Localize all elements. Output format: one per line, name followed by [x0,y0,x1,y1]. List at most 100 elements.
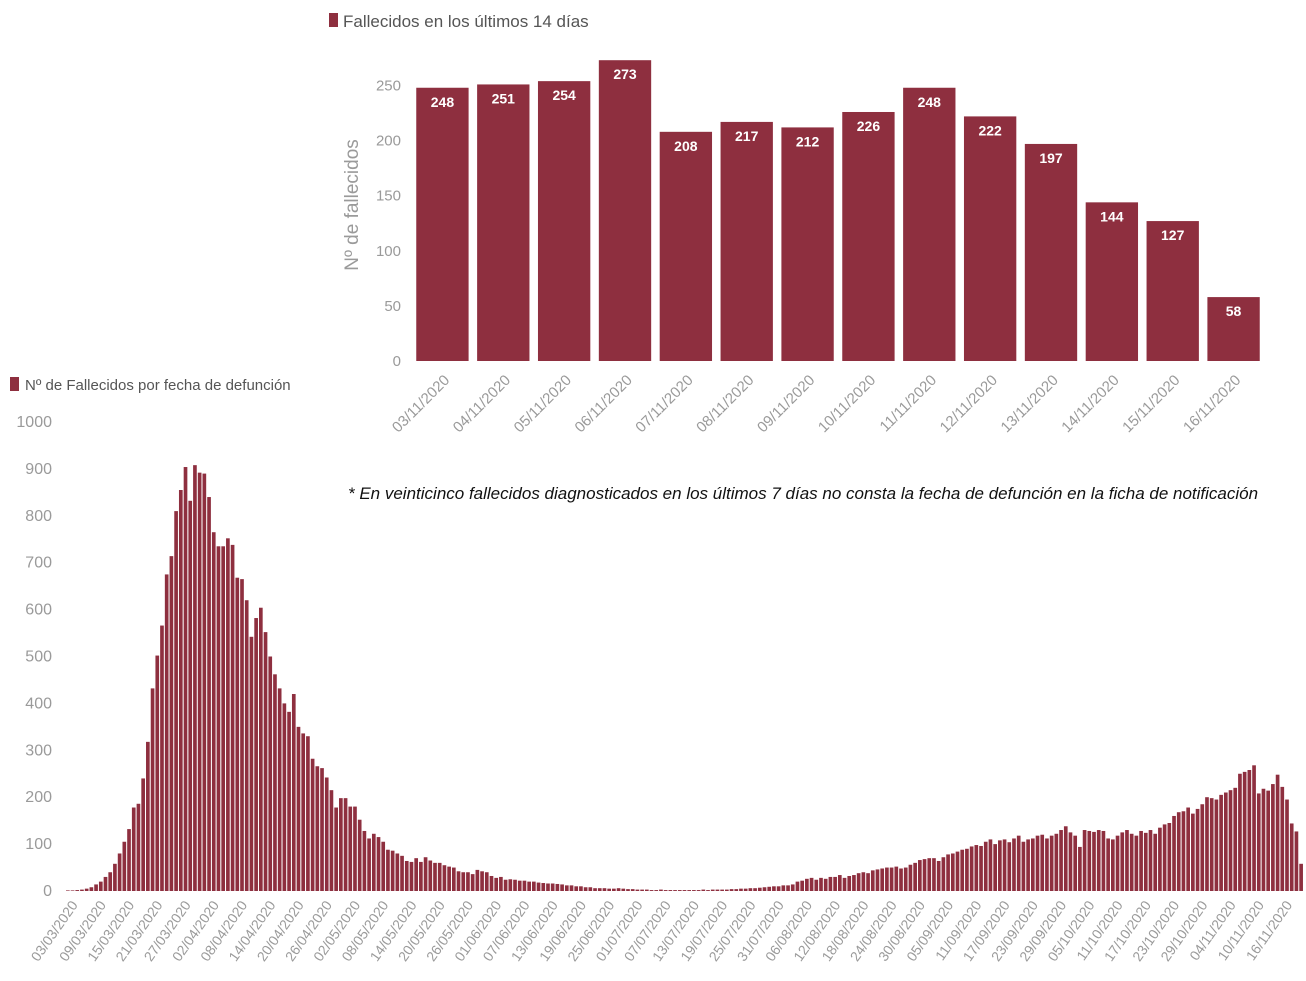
bar-by-date [955,851,960,891]
bar-by-date [122,841,127,891]
bar-by-date [117,853,122,891]
bar-by-date [908,864,913,891]
bar-by-date [626,889,630,891]
bar-by-date [856,873,861,891]
bar-by-date [98,881,103,891]
y-tick-label-14-days: 150 [376,188,401,205]
bar-by-date [870,870,875,891]
footnote: * En veinticinco fallecidos diagnosticad… [348,484,1259,503]
bar-by-date [536,882,541,891]
y-tick-label-by-date: 600 [25,602,52,619]
bar-by-date [353,806,357,891]
bar-by-date [805,878,809,891]
bar-by-date [1087,830,1092,891]
bar-by-date [649,890,654,891]
bar-14-days [1146,221,1199,361]
bar-by-date [960,849,965,891]
bar-by-date [1054,833,1059,891]
bar-by-date [597,888,602,891]
bar-14-days [903,87,956,361]
bar-by-date [889,867,894,891]
bar-by-date [1162,824,1167,891]
bar-by-date [1195,808,1200,891]
bar-by-date [1040,834,1045,891]
bar-by-date [141,778,145,891]
bar-by-date [725,889,729,891]
bar-by-date [894,866,899,891]
bar-by-date [965,848,969,891]
bar-by-date [748,888,753,891]
bar-by-date [183,467,188,891]
bar-by-date [532,881,536,891]
bar-14-days [537,81,591,361]
x-tick-label-14-days: 03/11/2020 [389,372,453,436]
bar-by-date [155,655,160,891]
bar-by-date [899,868,903,891]
bar-by-date [164,574,169,891]
bar-by-date [329,790,334,891]
bar-by-date [451,867,456,891]
bar-by-date [1266,790,1271,891]
legend-swatch-14-days [329,13,338,27]
bar-by-date [1125,830,1129,891]
bar-by-date [113,863,117,891]
bar-by-date [306,736,310,891]
bar-by-date [602,888,607,891]
bar-by-date [696,890,701,891]
bar-by-date [480,871,484,891]
bar-by-date [828,876,833,891]
bar-value-label: 212 [796,133,820,149]
bar-by-date [197,472,202,891]
bar-by-date [160,625,164,891]
bar-by-date [103,876,108,891]
bar-by-date [922,859,927,891]
bar-by-date [1172,815,1176,891]
bar-by-date [310,758,315,891]
bar-by-date [320,768,324,891]
bar-by-date [66,890,70,891]
bar-by-date [390,850,395,891]
bar-by-date [202,473,207,891]
bar-by-date [1007,842,1012,891]
bar-by-date [1096,830,1101,891]
bar-by-date [720,889,724,891]
bar-by-date [541,883,546,891]
bar-by-date [847,875,852,891]
bar-by-date [80,889,84,891]
bar-by-date [1063,826,1068,891]
y-tick-label-14-days: 250 [376,78,401,95]
bar-by-date [268,656,273,891]
y-tick-label-by-date: 700 [25,555,52,572]
bar-by-date [1256,793,1261,891]
bar-by-date [235,577,240,891]
bar-14-days [720,121,773,361]
bar-by-date [800,880,804,891]
y-tick-label-by-date: 1000 [16,414,52,431]
bar-by-date [428,860,433,891]
bar-by-date [546,883,550,891]
bar-14-days [416,87,469,361]
bar-by-date [136,803,141,891]
bar-by-date [1030,838,1035,891]
bar-by-date [640,889,644,891]
bar-14-days [1024,143,1078,361]
bar-by-date [339,798,343,891]
x-tick-label-14-days: 16/11/2020 [1180,372,1244,436]
y-tick-label-14-days: 50 [384,298,401,315]
bar-by-date [555,883,560,891]
bar-by-date [1289,823,1294,891]
bar-by-date [1021,841,1026,891]
bar-by-date [866,873,870,891]
bar-by-date [875,869,880,891]
bar-by-date [903,867,908,891]
bar-by-date [574,886,579,891]
bar-by-date [1115,835,1120,891]
bar-by-date [475,869,480,891]
bar-by-date [998,840,1002,891]
bar-by-date [550,883,555,891]
y-axis-title-14-days: Nº de fallecidos [342,139,363,271]
bar-by-date [677,890,682,891]
bar-by-date [880,868,885,891]
bar-by-date [127,829,131,891]
bar-by-date [1035,835,1040,891]
